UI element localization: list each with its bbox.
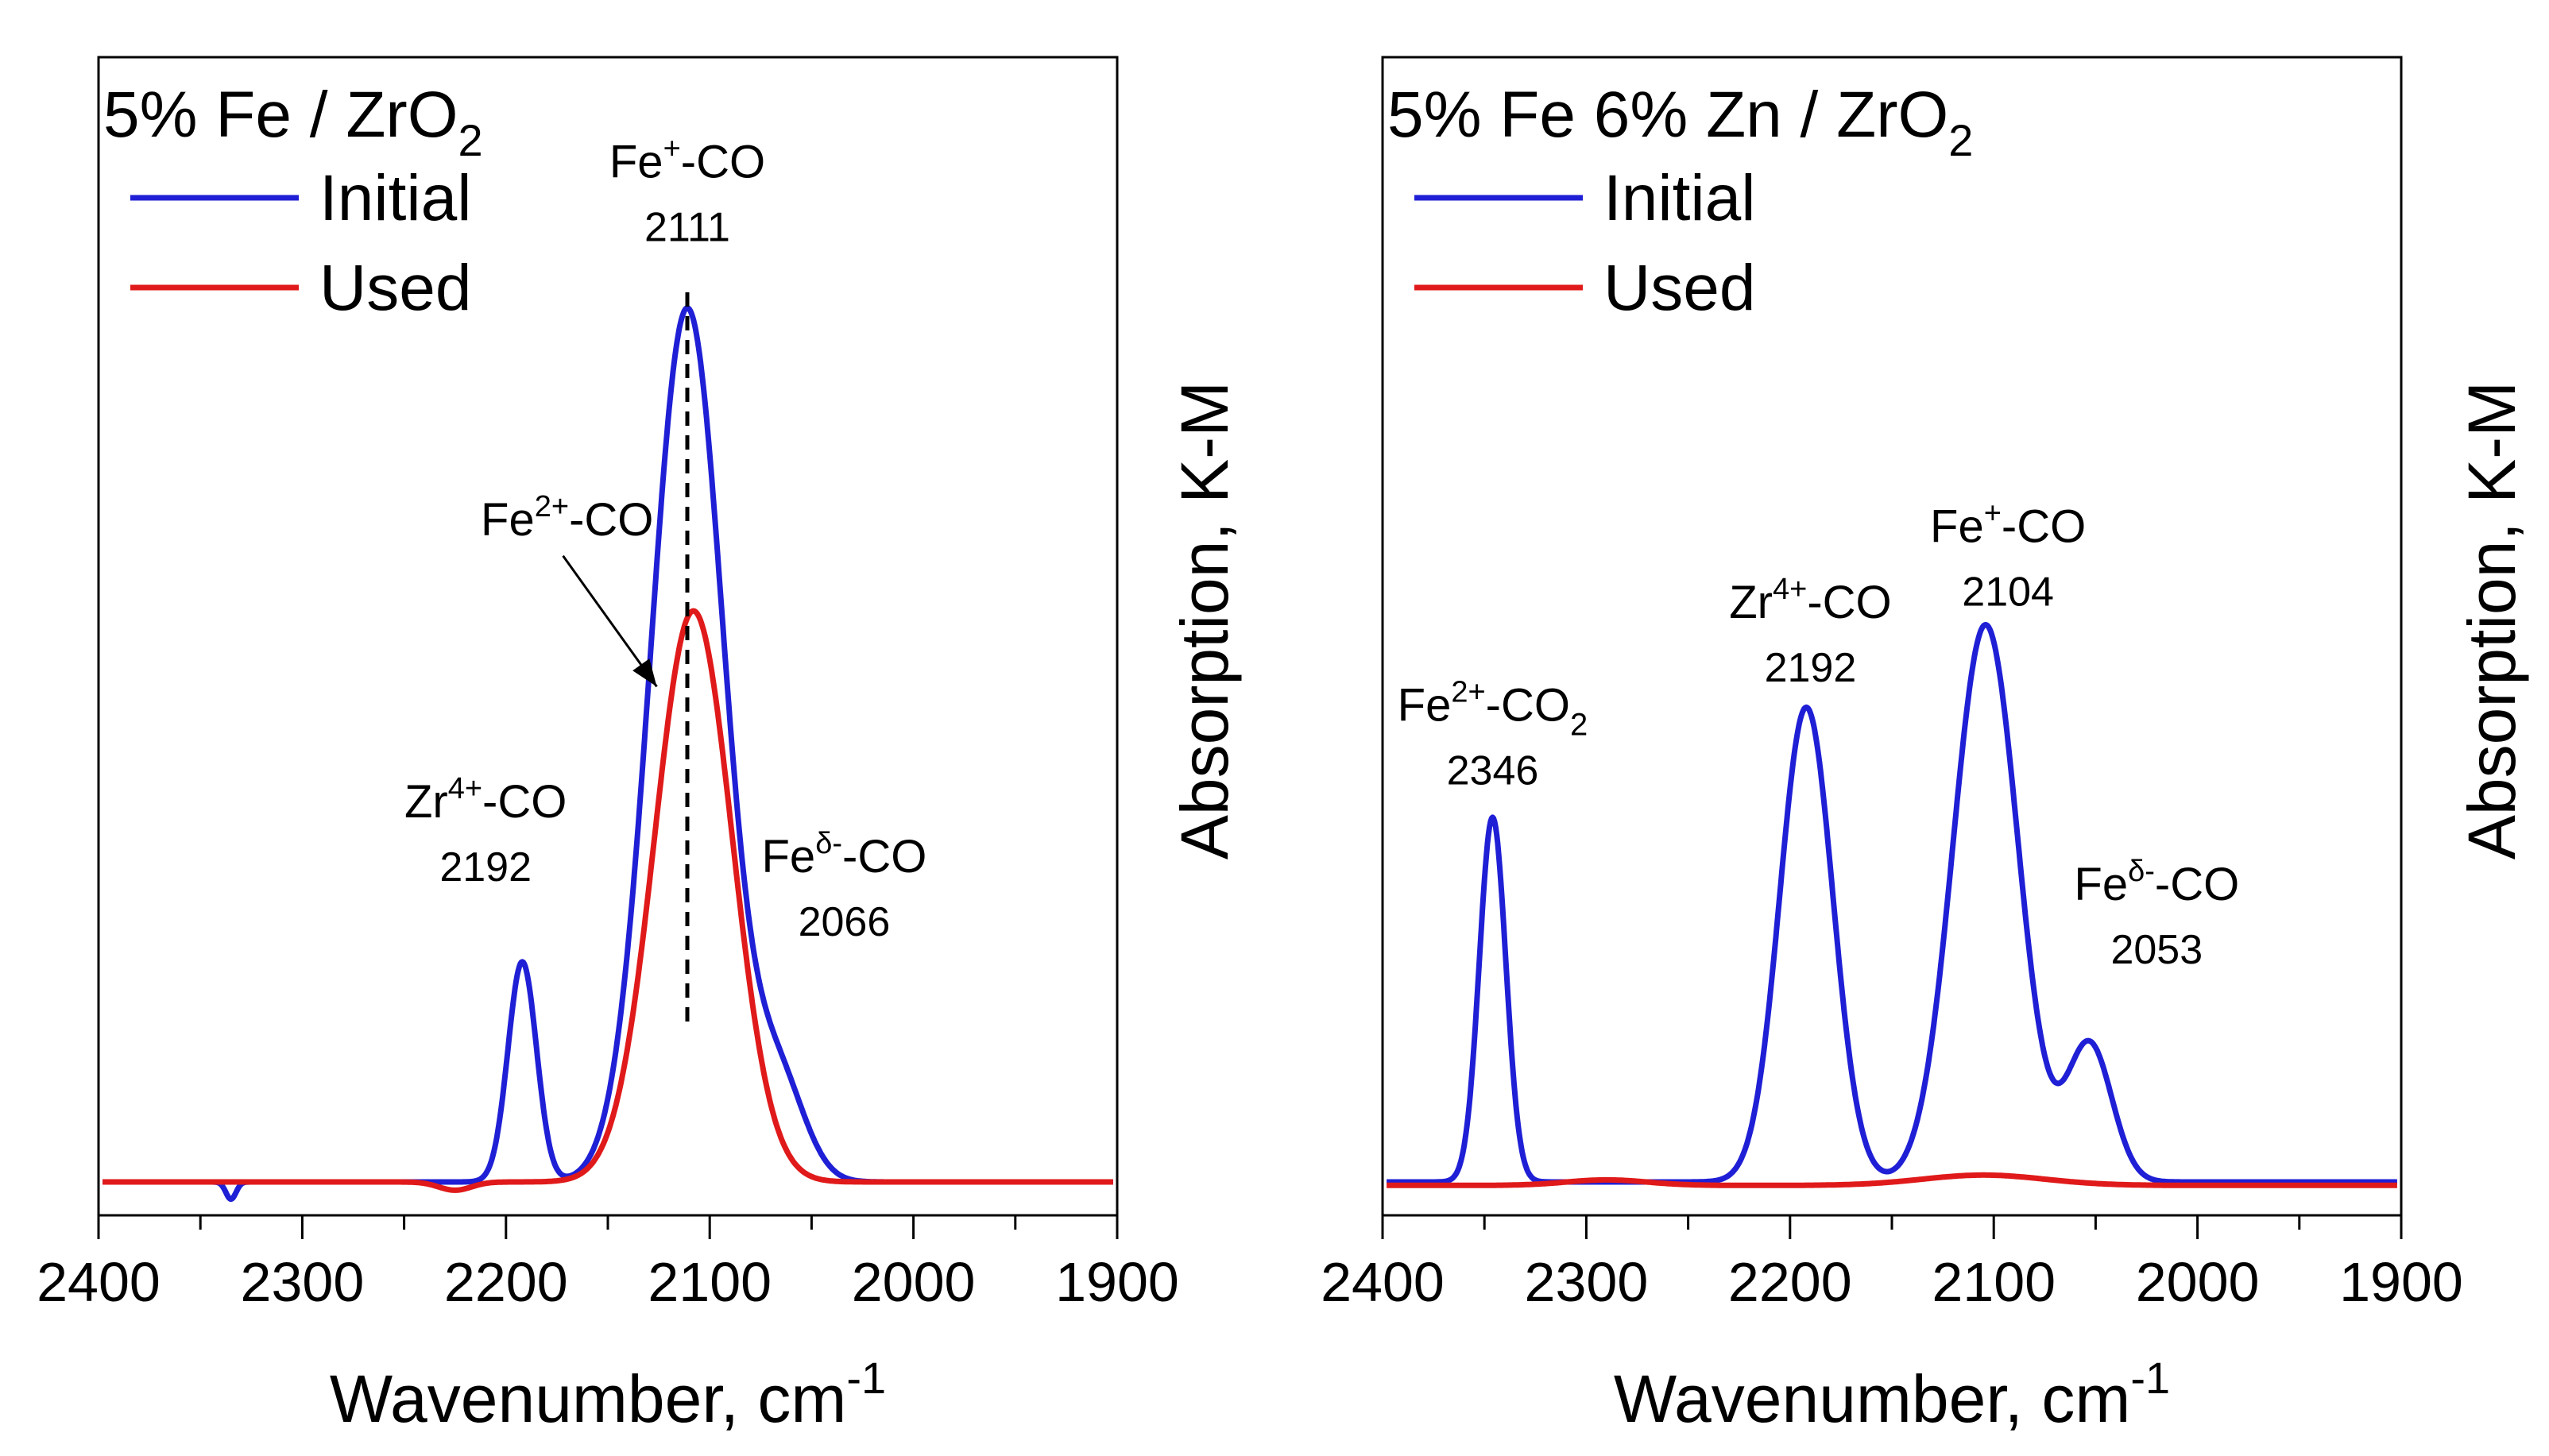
peak-label-3: Fe+-CO <box>1930 496 2086 552</box>
peak-label-2: Fe2+-CO <box>481 490 653 546</box>
peak-value-1: 2111 <box>644 204 730 250</box>
chart-title: 5% Fe / ZrO2 <box>103 79 483 165</box>
peak-value-4: 2066 <box>799 899 891 945</box>
x-axis-label: Wavenumber, cm-1 <box>1614 1353 2170 1436</box>
x-tick-label: 2100 <box>648 1251 772 1313</box>
series-line-used <box>100 608 1116 1193</box>
y-axis-label: Absorption, K-M <box>1167 381 1242 859</box>
x-tick-label: 2300 <box>241 1251 365 1313</box>
legend-label-used: Used <box>319 252 471 324</box>
legend-label-used: Used <box>1603 252 1755 324</box>
series-line-used <box>1384 1172 2400 1188</box>
peak-label-4: Feδ--CO <box>762 827 927 882</box>
peak-value-4: 2053 <box>2110 927 2203 973</box>
chart-panel-1: 2400 2300 2200 2100 2000 1900 Wavenumber, cm-1… <box>37 56 1242 1436</box>
x-tick-label: 1900 <box>1055 1251 1179 1313</box>
x-tick-label: 1900 <box>2339 1251 2463 1313</box>
peak-label-1: Fe2+-CO2 <box>1398 676 1588 743</box>
x-tick-label: 2400 <box>1321 1251 1445 1313</box>
plot-frame <box>1381 56 2403 1217</box>
peak-value-2: 2192 <box>1765 645 1857 691</box>
x-tick-label: 2400 <box>37 1251 161 1313</box>
x-tick-label: 2300 <box>1525 1251 1649 1313</box>
x-tick-label: 2200 <box>1728 1251 1852 1313</box>
peak-value-3: 2104 <box>1962 569 2054 615</box>
chart-title: 5% Fe 6% Zn / ZrO2 <box>1387 79 1973 165</box>
y-axis-label: Absorption, K-M <box>2454 381 2529 859</box>
peak-label-1: Fe+-CO <box>609 132 765 187</box>
peak-label-2: Zr4+-CO <box>1729 573 1891 628</box>
peak-label-3: Zr4+-CO <box>404 772 567 828</box>
peak-label-4: Feδ--CO <box>2074 855 2239 910</box>
chart-panel-2: 2400 2300 2200 2100 2000 1900 Wavenumber, cm-1… <box>1321 56 2529 1436</box>
legend-label-initial: Initial <box>319 162 471 234</box>
x-axis-label: Wavenumber, cm-1 <box>330 1353 886 1436</box>
x-tick-label: 2000 <box>2136 1251 2260 1313</box>
x-tick-label: 2100 <box>1932 1251 2056 1313</box>
peak-value-3: 2192 <box>439 844 532 890</box>
series-line-initial <box>100 305 1116 1203</box>
legend-label-initial: Initial <box>1603 162 1755 234</box>
x-tick-label: 2200 <box>444 1251 568 1313</box>
plot-frame <box>97 56 1119 1217</box>
peak-value-1: 2346 <box>1447 748 1539 794</box>
x-tick-label: 2000 <box>852 1251 976 1313</box>
annotation-arrow-head <box>632 658 657 687</box>
